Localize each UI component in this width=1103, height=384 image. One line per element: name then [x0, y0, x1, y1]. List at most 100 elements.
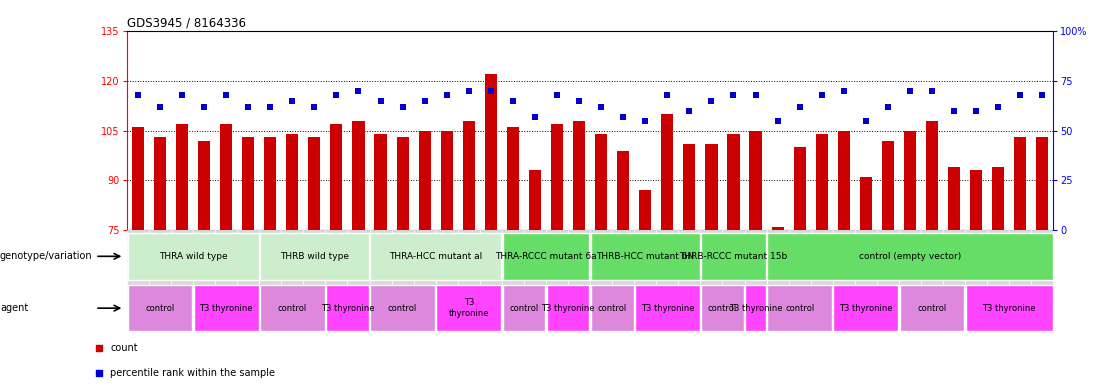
- Point: [570, 98, 588, 104]
- Text: GSM721694: GSM721694: [1017, 234, 1024, 278]
- Point: [636, 118, 654, 124]
- Point: [90, 345, 108, 351]
- Text: GSM721684: GSM721684: [796, 234, 803, 278]
- Text: THRA-HCC mutant al: THRA-HCC mutant al: [389, 252, 482, 261]
- Bar: [965, 230, 987, 306]
- Bar: [330, 124, 342, 230]
- Bar: [706, 144, 718, 230]
- Text: GSM721673: GSM721673: [554, 234, 560, 278]
- Point: [394, 104, 411, 110]
- Bar: [591, 285, 633, 331]
- Bar: [993, 167, 1004, 230]
- Text: GSM721668: GSM721668: [443, 234, 450, 278]
- Point: [901, 88, 919, 94]
- Bar: [529, 170, 542, 230]
- Point: [967, 108, 985, 114]
- Bar: [440, 131, 452, 230]
- Text: THRB-HCC mutant bN: THRB-HCC mutant bN: [596, 252, 695, 261]
- Bar: [546, 230, 568, 306]
- Bar: [149, 230, 171, 306]
- Bar: [127, 230, 149, 306]
- Bar: [612, 230, 634, 306]
- Text: control (empty vector): control (empty vector): [859, 252, 961, 261]
- Point: [879, 104, 897, 110]
- Bar: [750, 131, 762, 230]
- Text: GSM721669: GSM721669: [465, 234, 472, 278]
- Bar: [436, 230, 458, 306]
- Bar: [237, 230, 259, 306]
- Bar: [550, 124, 563, 230]
- Point: [283, 98, 301, 104]
- Text: GSM721667: GSM721667: [421, 234, 428, 278]
- Bar: [834, 285, 898, 331]
- Text: THRA-RCCC mutant 6a: THRA-RCCC mutant 6a: [495, 252, 597, 261]
- Text: T3 thyronine: T3 thyronine: [983, 304, 1036, 313]
- Text: GSM721665: GSM721665: [377, 234, 384, 278]
- Point: [261, 104, 279, 110]
- Bar: [243, 137, 254, 230]
- Point: [416, 98, 433, 104]
- Text: T3 thyronine: T3 thyronine: [321, 304, 374, 313]
- Bar: [574, 121, 586, 230]
- Bar: [326, 285, 368, 331]
- Point: [90, 370, 108, 376]
- Bar: [260, 285, 324, 331]
- Bar: [596, 134, 608, 230]
- Text: GDS3945 / 8164336: GDS3945 / 8164336: [127, 17, 246, 30]
- Bar: [414, 230, 436, 306]
- Text: control: control: [598, 304, 627, 313]
- Bar: [899, 230, 921, 306]
- Text: count: count: [110, 343, 138, 353]
- Text: THRA wild type: THRA wild type: [159, 252, 227, 261]
- Text: T3 thyronine: T3 thyronine: [839, 304, 892, 313]
- Text: GSM721686: GSM721686: [840, 234, 847, 278]
- Point: [835, 88, 853, 94]
- Bar: [215, 230, 237, 306]
- Bar: [728, 134, 739, 230]
- Point: [1011, 91, 1029, 98]
- Text: GSM721674: GSM721674: [576, 234, 582, 278]
- Point: [239, 104, 257, 110]
- Bar: [767, 230, 789, 306]
- Bar: [966, 285, 1052, 331]
- Bar: [590, 230, 612, 306]
- Bar: [949, 167, 960, 230]
- Text: percentile rank within the sample: percentile rank within the sample: [110, 368, 276, 378]
- Point: [681, 108, 698, 114]
- Bar: [1037, 137, 1049, 230]
- Text: THRB wild type: THRB wild type: [280, 252, 349, 261]
- Bar: [943, 230, 965, 306]
- Bar: [132, 127, 143, 230]
- Bar: [260, 233, 368, 280]
- Bar: [794, 147, 805, 230]
- Point: [306, 104, 323, 110]
- Text: GSM721656: GSM721656: [179, 234, 185, 278]
- Bar: [303, 230, 325, 306]
- Bar: [265, 137, 276, 230]
- Text: control: control: [918, 304, 946, 313]
- Bar: [900, 285, 964, 331]
- Text: control: control: [510, 304, 538, 313]
- Bar: [816, 134, 827, 230]
- Text: GSM721681: GSM721681: [730, 234, 737, 278]
- Point: [945, 108, 963, 114]
- Text: GSM721671: GSM721671: [510, 234, 516, 278]
- Point: [614, 114, 632, 120]
- Bar: [480, 230, 502, 306]
- Bar: [702, 233, 765, 280]
- Bar: [219, 124, 232, 230]
- Bar: [502, 230, 524, 306]
- Bar: [877, 230, 899, 306]
- Bar: [437, 285, 501, 331]
- Point: [460, 88, 478, 94]
- Bar: [503, 233, 589, 280]
- Point: [173, 91, 191, 98]
- Bar: [921, 230, 943, 306]
- Bar: [128, 285, 192, 331]
- Text: GSM721670: GSM721670: [488, 234, 494, 278]
- Bar: [371, 233, 501, 280]
- Bar: [171, 230, 193, 306]
- Text: GSM721664: GSM721664: [355, 234, 362, 278]
- Text: GSM721692: GSM721692: [973, 234, 979, 278]
- Point: [747, 91, 764, 98]
